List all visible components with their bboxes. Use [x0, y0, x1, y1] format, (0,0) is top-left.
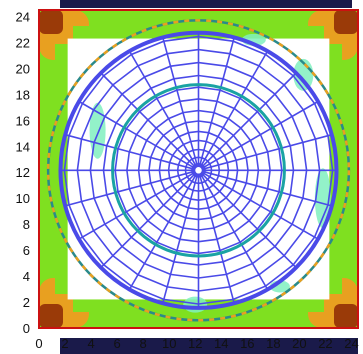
y-tick-label: 14: [16, 139, 30, 154]
x-tick-label: 2: [61, 336, 68, 351]
cyan-patch-0: [89, 102, 106, 159]
mesh-radial-7: [162, 37, 200, 171]
x-tick-label: 4: [87, 336, 94, 351]
mesh-radial-11: [64, 133, 199, 172]
field-corner-high-1: [334, 10, 358, 34]
y-tick-label: 18: [16, 87, 30, 102]
mesh-radial-19: [197, 170, 235, 304]
mesh-radial-15: [100, 169, 200, 269]
mesh-radial-1: [198, 133, 333, 172]
field-corner-high-3: [334, 304, 358, 328]
y-tick-label: 24: [16, 9, 30, 24]
y-tick-label: 4: [23, 269, 30, 284]
x-tick-label: 22: [318, 336, 332, 351]
y-tick-label: 16: [16, 113, 30, 128]
y-tick-label: 2: [23, 295, 30, 310]
x-tick-label: 14: [214, 336, 228, 351]
y-tick-label: 20: [16, 61, 30, 76]
y-tick-label: 6: [23, 243, 30, 258]
y-tick-label: 22: [16, 35, 30, 50]
y-tick-label: 8: [23, 217, 30, 232]
mesh-radial-16: [128, 169, 200, 290]
polar-mesh: [58, 30, 339, 310]
x-tick-label: 18: [266, 336, 280, 351]
mesh-radial-5: [197, 37, 235, 171]
mesh-radial-22: [198, 169, 319, 240]
mesh-hub: [193, 165, 204, 176]
x-tick-label: 8: [140, 336, 147, 351]
mesh-radial-4: [197, 50, 269, 171]
mesh-radial-21: [197, 169, 297, 269]
mesh-radial-3: [197, 72, 297, 171]
mesh-radial-14: [78, 169, 199, 240]
y-tick-label: 12: [16, 165, 30, 180]
mesh-radial-23: [198, 169, 333, 207]
y-tick-label: 0: [23, 321, 30, 336]
field-corner-high-2: [39, 304, 63, 328]
cyan-patch-2: [314, 168, 331, 229]
x-tick-label: 24: [344, 336, 358, 351]
mesh-radial-10: [78, 100, 199, 171]
plot-frame: [38, 9, 359, 329]
x-tick-label: 16: [240, 336, 254, 351]
x-tick-label: 6: [114, 336, 121, 351]
x-tick-label: 20: [292, 336, 306, 351]
dashed-circle-dashes: [46, 19, 351, 322]
inner-circle: [111, 83, 286, 258]
mesh-radial-20: [197, 169, 269, 290]
field-corner-high-0: [39, 10, 63, 34]
reference-circles: [46, 19, 351, 322]
top-band: [60, 0, 352, 8]
mesh-radial-13: [64, 169, 199, 207]
cyan-patch-3: [183, 296, 208, 313]
x-tick-label: 0: [35, 336, 42, 351]
mesh-radial-2: [198, 100, 319, 171]
mesh-radial-9: [100, 72, 200, 171]
x-tick-label: 12: [188, 336, 202, 351]
bottom-band: [60, 338, 358, 354]
mesh-radial-17: [162, 170, 200, 304]
x-tick-label: 10: [162, 336, 176, 351]
x-axis: 0 2 4 6 8 10 12 14 16 18 20 22 24: [35, 336, 358, 351]
y-tick-label: 10: [16, 191, 30, 206]
mesh-radial-8: [128, 50, 200, 171]
